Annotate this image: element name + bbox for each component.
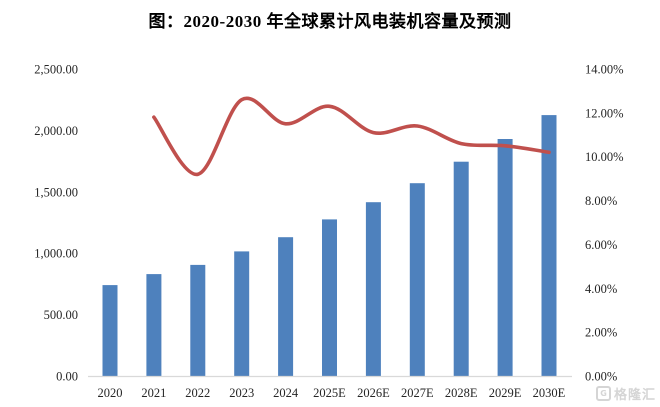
- right-axis-tick: 14.00%: [585, 63, 624, 77]
- bar-2029E: [497, 139, 513, 376]
- bar-2024: [278, 237, 294, 376]
- left-axis-tick: 500.00: [44, 308, 78, 322]
- left-axis-tick: 2,500.00: [34, 63, 78, 77]
- bar-2021: [146, 274, 162, 376]
- growth-rate-line: [152, 96, 551, 177]
- x-axis-tick: 2030E: [533, 386, 566, 400]
- right-axis-tick: 2.00%: [585, 326, 617, 340]
- gelonghui-watermark: G 格隆汇: [595, 384, 656, 403]
- right-axis-tick: 4.00%: [585, 282, 617, 296]
- bar-2026E: [365, 202, 381, 376]
- right-axis-tick: 8.00%: [585, 194, 617, 208]
- bar-2022: [190, 264, 206, 376]
- x-axis-tick: 2027E: [401, 386, 434, 400]
- chart-title: 图：2020-2030 年全球累计风电装机容量及预测: [148, 12, 512, 31]
- bar-2030E: [541, 115, 557, 377]
- x-axis-tick: 2020: [98, 386, 123, 400]
- left-axis-tick: 1,500.00: [34, 185, 78, 199]
- watermark-text: 格隆汇: [613, 388, 656, 403]
- left-axis-tick: 2,000.00: [34, 124, 78, 138]
- x-axis-tick: 2029E: [489, 386, 522, 400]
- x-axis-tick: 2028E: [445, 386, 478, 400]
- bar-2028E: [453, 161, 469, 376]
- x-axis-tick: 2023: [229, 386, 254, 400]
- x-axis-tick: 2021: [141, 386, 166, 400]
- bar-2025E: [322, 219, 337, 376]
- gelonghui-logo-icon: G: [595, 386, 611, 401]
- right-axis-tick: 6.00%: [585, 238, 617, 252]
- left-axis-tick: 1,000.00: [34, 247, 78, 261]
- left-axis-tick: 0.00: [56, 370, 78, 384]
- x-axis-tick: 2024: [273, 386, 299, 400]
- x-axis-tick: 2025E: [313, 386, 346, 400]
- bar-2020: [102, 285, 118, 376]
- right-axis-tick: 10.00%: [585, 150, 624, 164]
- bar-2023: [234, 251, 250, 376]
- bar-2027E: [409, 183, 425, 376]
- right-axis-tick: 0.00%: [585, 370, 617, 384]
- x-axis-tick: 2022: [185, 386, 210, 400]
- x-axis-tick: 2026E: [357, 386, 390, 400]
- right-axis-tick: 12.00%: [585, 106, 624, 120]
